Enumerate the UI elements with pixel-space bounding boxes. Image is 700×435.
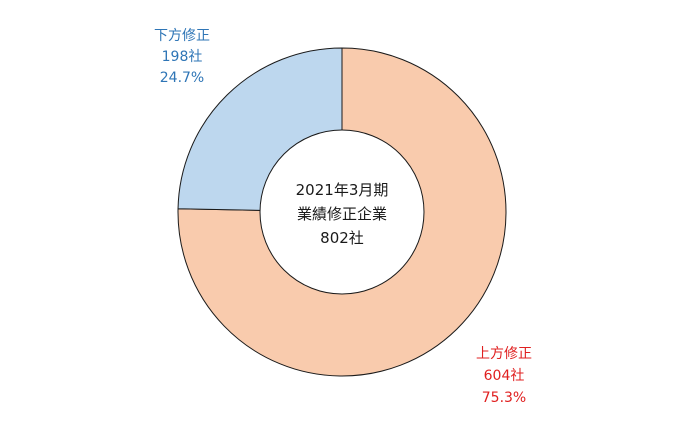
center-label: 2021年3月期 業績修正企業 802社 [296, 181, 389, 247]
slice-upward [177, 47, 507, 377]
center-label-total: 802社 [320, 229, 364, 247]
center-label-title: 業績修正企業 [297, 205, 387, 223]
slice-label-upward: 上方修正 604社 75.3% [476, 346, 532, 406]
slice-label-downward-category: 下方修正 [154, 28, 210, 44]
slice-label-upward-count: 604社 [484, 368, 525, 384]
center-label-period: 2021年3月期 [296, 181, 389, 199]
donut-hole [259, 129, 425, 295]
slice-label-downward: 下方修正 198社 24.7% [154, 28, 210, 86]
slice-label-downward-percent: 24.7% [160, 70, 204, 86]
slice-label-upward-percent: 75.3% [482, 390, 526, 406]
slice-label-downward-count: 198社 [162, 49, 203, 65]
slice-label-upward-category: 上方修正 [476, 346, 532, 362]
